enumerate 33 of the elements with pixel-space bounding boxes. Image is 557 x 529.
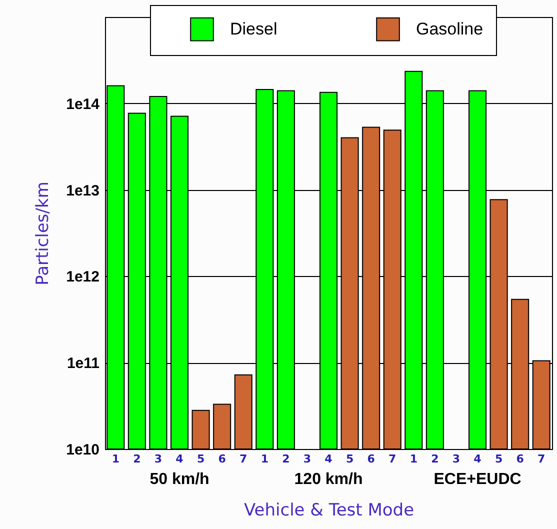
y-tick-label: 1e11	[66, 355, 100, 372]
x-tick-label: 2	[431, 452, 439, 466]
y-tick-label: 1e12	[66, 268, 100, 286]
x-tick-label: 4	[176, 452, 184, 466]
x-tick-label: 7	[240, 452, 248, 466]
legend-label: Gasoline	[416, 19, 484, 38]
x-tick-label: 6	[367, 452, 376, 466]
x-tick-label: 1	[260, 452, 268, 466]
legend-label: Diesel	[230, 19, 278, 38]
x-tick-label: 7	[538, 452, 546, 466]
x-axis-title: Vehicle & Test Mode	[244, 500, 414, 520]
x-tick-label: 2	[282, 452, 290, 466]
x-tick-label: 1	[410, 452, 418, 466]
x-tick-label: 5	[346, 452, 354, 466]
text: 120 km/h	[294, 471, 363, 488]
x-tick-label: 1	[112, 452, 120, 466]
text: 50 km/h	[150, 471, 210, 488]
y-tick-label: 1e13	[66, 182, 100, 200]
x-tick-label: 3	[452, 452, 460, 466]
x-tick-label: 4	[474, 452, 482, 466]
x-tick-label: 6	[218, 452, 226, 466]
text: ECE+EUDC	[434, 471, 522, 488]
x-tick-label: 6	[516, 452, 524, 466]
y-axis-title: Particles/km	[33, 182, 54, 286]
x-tick-label: 2	[133, 452, 141, 466]
x-tick-label: 4	[324, 452, 333, 466]
x-tick-label: 5	[494, 452, 503, 466]
y-tick-label: 1e10	[66, 442, 100, 458]
x-tick-label: 5	[196, 452, 205, 466]
x-tick-label: 7	[388, 452, 396, 466]
y-tick-label: 1e14	[66, 96, 100, 113]
x-tick-label: 3	[154, 452, 162, 466]
x-tick-label: 3	[303, 452, 312, 466]
